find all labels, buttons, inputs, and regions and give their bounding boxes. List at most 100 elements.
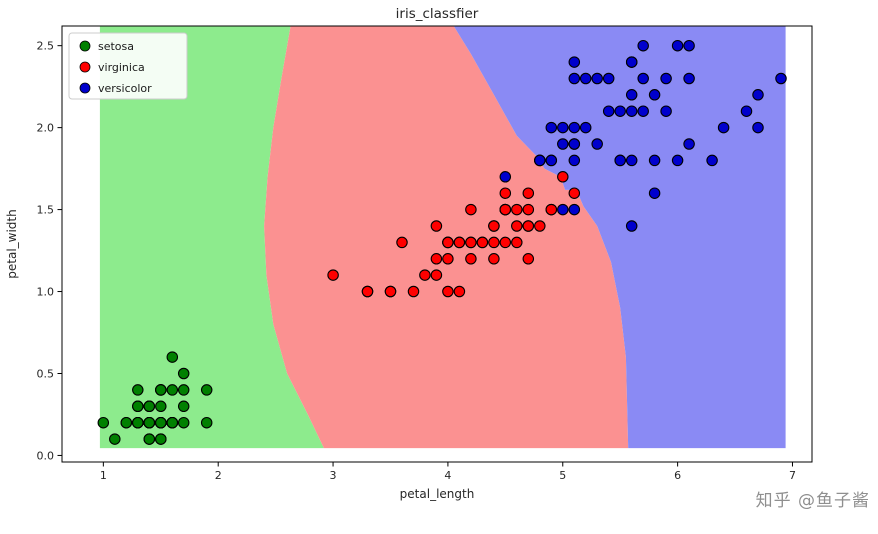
- data-point: [132, 416, 144, 429]
- data-point: [683, 39, 695, 52]
- data-point: [476, 236, 489, 249]
- legend-box: [68, 32, 188, 100]
- data-point: [132, 384, 144, 396]
- data-point: [177, 416, 190, 429]
- data-point: [166, 416, 179, 429]
- data-point: [361, 285, 374, 298]
- data-point: [384, 285, 397, 298]
- data-point: [534, 154, 546, 167]
- data-point: [660, 105, 672, 117]
- data-point: [602, 72, 615, 85]
- data-point: [637, 39, 649, 52]
- data-point: [706, 154, 718, 167]
- data-point: [557, 121, 569, 134]
- watermark: 知乎 @鱼子酱: [755, 491, 870, 511]
- data-point: [499, 236, 512, 249]
- y-tick-label: 1.5: [37, 204, 55, 217]
- y-tick-label: 0.0: [37, 449, 55, 462]
- data-point: [155, 384, 167, 396]
- data-point: [442, 285, 454, 298]
- data-point: [132, 400, 144, 413]
- data-point: [648, 154, 661, 167]
- data-point: [625, 56, 638, 68]
- data-point: [752, 121, 764, 134]
- decision-regions: [99, 26, 786, 449]
- series-setosa: [97, 351, 213, 445]
- x-tick-label: 1: [100, 469, 107, 482]
- data-point: [97, 416, 110, 429]
- data-point: [488, 220, 500, 232]
- data-points: [97, 39, 787, 445]
- y-tick-label: 2.5: [37, 40, 55, 53]
- data-point: [637, 105, 649, 117]
- data-point: [740, 105, 753, 117]
- data-point: [625, 89, 638, 101]
- data-point: [568, 154, 581, 167]
- x-tick-label: 4: [444, 469, 451, 482]
- data-point: [534, 220, 546, 232]
- x-tick-label: 2: [215, 469, 222, 482]
- legend-marker-setosa: [79, 40, 91, 52]
- data-point: [568, 56, 581, 68]
- data-point: [430, 269, 443, 281]
- data-point: [499, 203, 512, 216]
- data-point: [442, 253, 454, 265]
- data-point: [557, 138, 569, 150]
- data-point: [522, 253, 535, 265]
- data-point: [120, 416, 133, 429]
- data-point: [166, 384, 179, 396]
- x-axis-label: petal_length: [400, 487, 475, 501]
- data-point: [177, 384, 190, 396]
- data-point: [545, 121, 558, 134]
- x-tick-label: 3: [330, 469, 337, 482]
- data-point: [568, 138, 581, 150]
- data-point: [327, 269, 339, 281]
- legend-marker-virginica: [79, 61, 91, 73]
- data-point: [430, 220, 443, 232]
- data-point: [522, 220, 535, 232]
- y-tick-label: 2.0: [37, 122, 55, 135]
- data-point: [522, 187, 535, 199]
- data-point: [396, 236, 408, 249]
- data-point: [155, 433, 167, 445]
- data-point: [591, 72, 603, 85]
- data-point: [143, 416, 156, 429]
- series-versicolor: [499, 39, 787, 232]
- data-point: [671, 154, 684, 167]
- data-point: [488, 236, 500, 249]
- data-point: [511, 203, 523, 216]
- data-point: [637, 72, 649, 85]
- data-point: [625, 154, 638, 167]
- x-tick-label: 5: [559, 469, 566, 482]
- data-point: [579, 72, 592, 85]
- data-point: [660, 72, 672, 85]
- data-point: [465, 203, 477, 216]
- data-point: [511, 220, 523, 232]
- data-point: [453, 285, 466, 298]
- legend-label-virginica: virginica: [98, 61, 145, 74]
- data-point: [200, 416, 213, 429]
- region-setosa: [99, 26, 324, 449]
- data-point: [200, 384, 213, 396]
- data-point: [591, 138, 603, 150]
- series-virginica: [327, 154, 581, 298]
- data-point: [625, 220, 638, 232]
- data-point: [625, 105, 638, 117]
- legend-label-versicolor: versicolor: [98, 82, 152, 95]
- legend-label-setosa: setosa: [98, 40, 134, 53]
- data-point: [568, 72, 581, 85]
- y-tick-label: 0.5: [37, 367, 55, 380]
- x-tick-label: 7: [789, 469, 796, 482]
- data-point: [166, 351, 179, 363]
- data-point: [683, 72, 695, 85]
- plot-border: [61, 25, 813, 463]
- data-point: [453, 236, 466, 249]
- data-point: [143, 433, 156, 445]
- data-point: [109, 433, 121, 445]
- data-point: [568, 187, 581, 199]
- data-point: [419, 269, 431, 281]
- data-point: [465, 236, 477, 249]
- y-tick-label: 1.0: [37, 286, 55, 299]
